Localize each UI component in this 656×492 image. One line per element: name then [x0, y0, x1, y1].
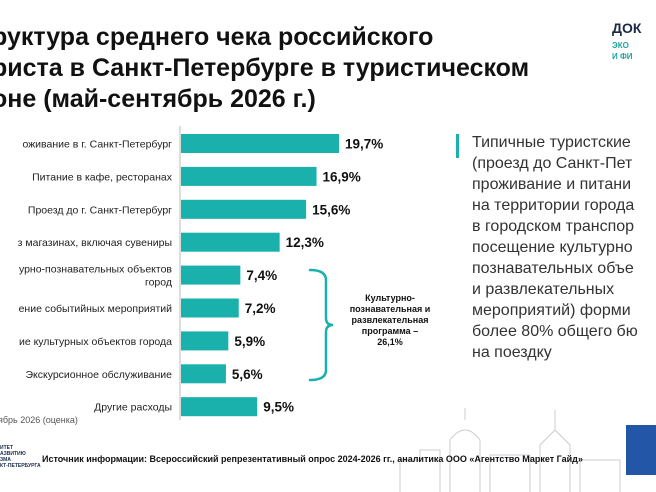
- bar: [181, 232, 280, 252]
- committee-logo: ИТЕТ АЗВИТИЮ ЗМА КТ-ПЕТЕРБУРГА: [0, 445, 41, 469]
- category-label: з магазинах, включая сувениры: [18, 237, 172, 249]
- bracket-label: Культурно- познавательная и развлекатель…: [349, 293, 431, 347]
- logo-line-2: ЭКО: [612, 41, 629, 50]
- chart-note: ябрь 2026 (оценка): [0, 415, 78, 425]
- category-label: Питание в кафе, ресторанах: [32, 171, 173, 183]
- value-label: 15,6%: [312, 202, 350, 217]
- city-skyline-decoration: [399, 408, 621, 492]
- bar: [181, 331, 229, 351]
- category-label: оживание в г. Санкт-Петербург: [22, 139, 172, 151]
- category-label: Другие расходы: [94, 402, 172, 414]
- bracket-icon: [308, 268, 334, 382]
- bar: [181, 364, 226, 384]
- value-label: 7,2%: [245, 301, 276, 316]
- flag-decoration: [626, 425, 656, 475]
- slide-title: руктура среднего чека российского риста …: [0, 23, 530, 113]
- category-label: Проезд до г. Санкт-Петербург: [28, 204, 172, 216]
- category-label: Экскурсионное обслуживание: [25, 369, 172, 381]
- value-label: 19,7%: [345, 137, 383, 152]
- value-label: 5,9%: [234, 334, 265, 349]
- side-text-accent: [456, 134, 459, 158]
- bar: [181, 166, 317, 186]
- category-label: урно-познавательных объектов город: [19, 264, 172, 289]
- value-label: 16,9%: [323, 169, 361, 184]
- bar: [181, 199, 307, 219]
- value-label: 5,6%: [232, 367, 263, 382]
- bar: [181, 397, 258, 417]
- logo-line-3: И ФИ: [612, 52, 633, 61]
- category-label: ение событийных мероприятий: [19, 303, 173, 315]
- logo-line-1: ДОК: [612, 20, 642, 36]
- bar: [181, 134, 339, 153]
- value-label: 12,3%: [286, 235, 324, 250]
- source-note: Источник информации: Всероссийский репре…: [42, 454, 583, 464]
- value-label: 7,4%: [246, 268, 277, 283]
- bar: [181, 298, 239, 318]
- organization-logo: ДОК ЭКО И ФИ: [612, 20, 656, 62]
- side-text: Типичные туристские (проезд до Санкт-Пет…: [472, 134, 638, 361]
- bar: [181, 265, 241, 285]
- value-label: 9,5%: [263, 400, 294, 415]
- category-label: ие культурных объектов города: [19, 336, 172, 348]
